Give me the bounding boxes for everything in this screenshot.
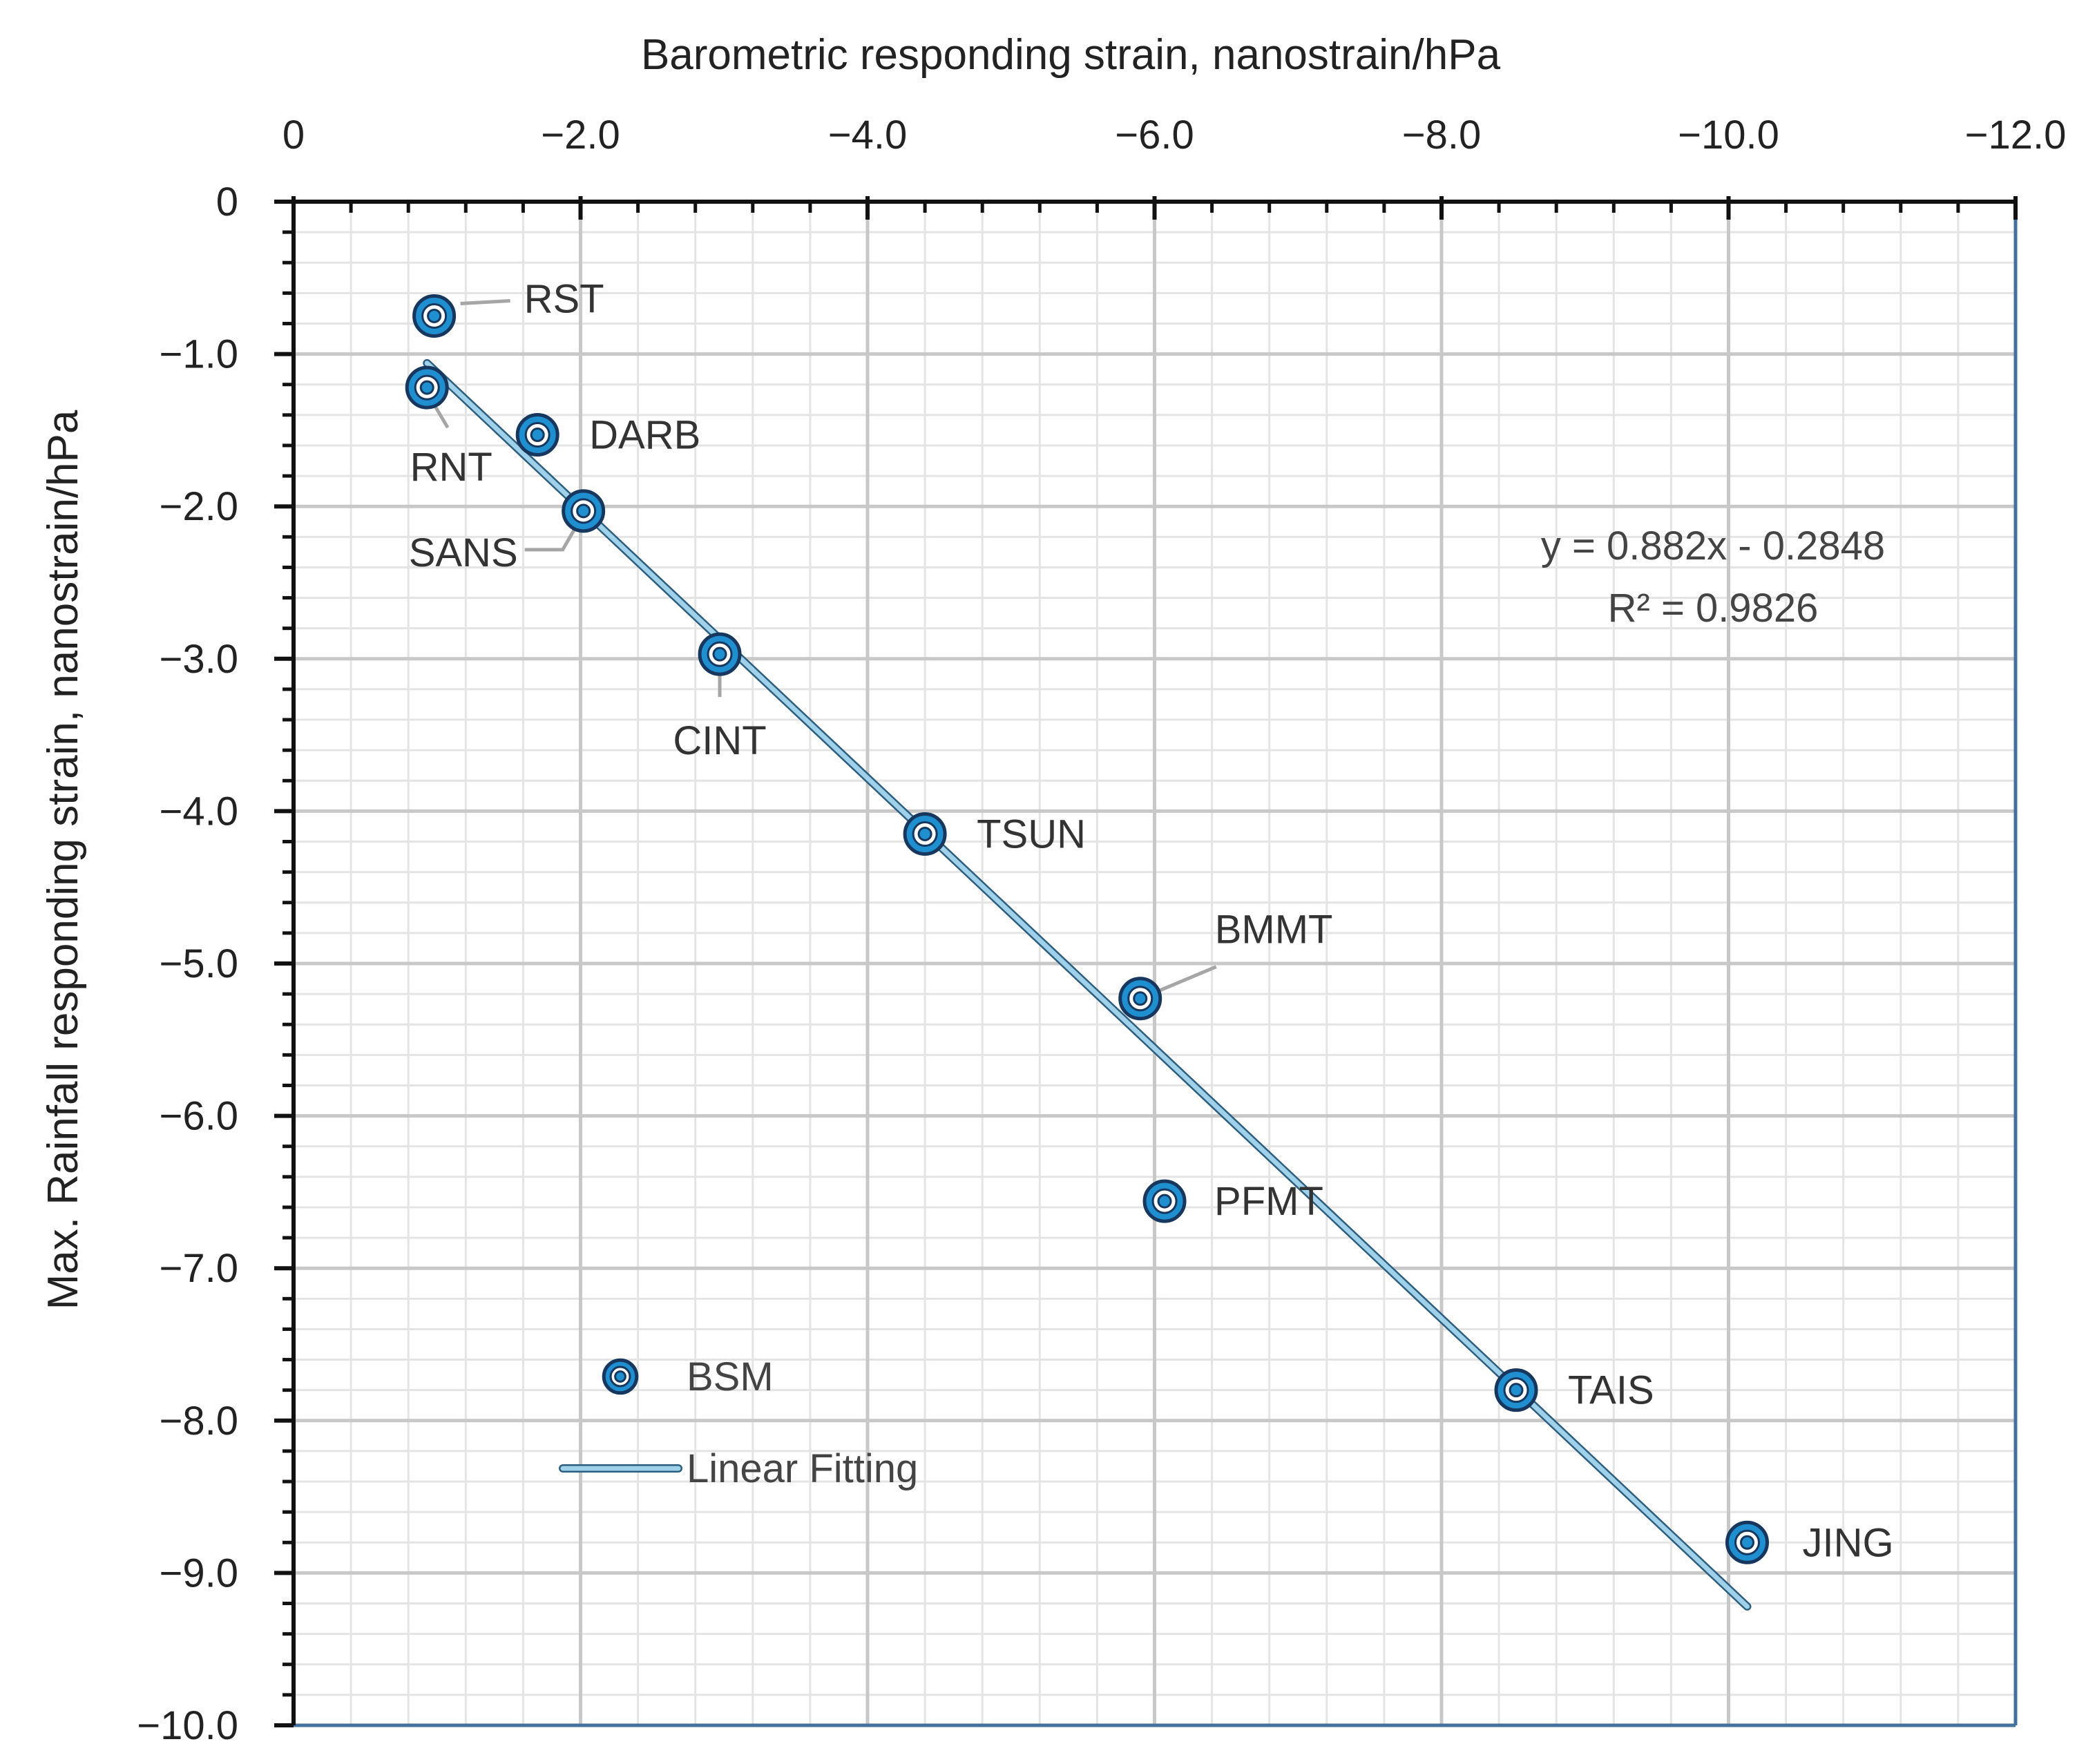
x-axis-tick-label: −2.0 [541,113,620,157]
data-point-darb [515,413,559,457]
x-axis-tick-label: −8.0 [1402,113,1482,157]
leader-lines [428,298,1217,998]
data-point-bmmt-center [1133,991,1148,1006]
point-label-tais: TAIS [1568,1368,1654,1413]
y-axis-title: Max. Rainfall responding strain, nanostr… [39,410,87,1310]
data-point-tsun-center [917,826,932,841]
data-point-jing-center [1740,1535,1755,1550]
point-label-rst: RST [524,276,604,321]
y-axis-tick-label: 0 [216,180,238,224]
y-axis-tick-label: −6.0 [160,1094,239,1139]
y-axis-tick-label: −1.0 [160,332,239,377]
y-axis-tick-label: −2.0 [160,484,239,529]
y-axis-tick-label: −10.0 [137,1703,238,1748]
legend: BSM Linear Fitting [559,1354,918,1491]
x-axis-tick-label: −12.0 [1965,113,2067,157]
data-point-sans [562,489,606,533]
x-axis-tick-label: −10.0 [1678,113,1779,157]
data-point-tsun [903,812,947,856]
data-point-tais [1494,1368,1538,1412]
data-point-cint [698,632,742,676]
plot-frame [294,202,2018,1727]
data-point-pfmt-center [1157,1193,1172,1209]
y-axis-tick-label: −5.0 [160,941,239,986]
point-label-jing: JING [1803,1520,1894,1565]
y-axis-tick-label: −4.0 [160,789,239,834]
data-point-rst [412,294,457,338]
x-axis-tick-label: −6.0 [1115,113,1194,157]
point-label-sans: SANS [409,530,518,575]
x-axis-tick-label: −4.0 [828,113,908,157]
legend-label-linear-fitting: Linear Fitting [687,1446,918,1491]
legend-marker [602,1358,639,1395]
data-point-rst-center [427,308,442,323]
legend-marker-center [614,1370,626,1383]
y-axis-tick-label: −8.0 [160,1399,239,1444]
point-label-pfmt: PFMT [1214,1179,1323,1224]
data-point-bmmt [1118,977,1162,1021]
data-point-sans-center [576,504,591,519]
regression-annotation: y = 0.882x - 0.2848 R² = 0.9826 [1541,524,1885,631]
grid [294,202,2016,1725]
legend-label-bsm: BSM [687,1354,774,1399]
y-axis-tick-label: −3.0 [160,637,239,682]
point-label-bmmt: BMMT [1215,908,1333,952]
data-point-tais-center [1509,1383,1524,1398]
point-label-tsun: TSUN [977,812,1086,856]
point-labels: RST RNT DARB SANS CINT TSUN BMMT PFMT TAIS JING [409,276,1894,1565]
data-point-rnt [405,365,449,410]
regression-equation: y = 0.882x - 0.2848 [1541,524,1885,568]
point-label-cint: CINT [673,718,766,763]
leader-line-rst [460,298,510,305]
axes: 0 −2.0 −4.0 −6.0 −8.0 −10.0 −12.0 0 −1.0 −2.0 −3.0… [137,113,2066,1748]
legend-marker-bsm [602,1358,639,1395]
point-label-darb: DARB [589,413,700,458]
data-point-darb-center [530,428,545,443]
x-axis-title: Barometric responding strain, nanostrain… [641,31,1501,79]
x-axis-tick-label: 0 [283,113,305,157]
data-point-jing [1725,1520,1770,1564]
data-points [405,294,1770,1564]
data-point-cint-center [712,646,727,662]
y-axis-tick-label: −9.0 [160,1551,239,1595]
y-axis-tick-label: −7.0 [160,1246,239,1291]
data-point-pfmt [1142,1179,1187,1223]
point-label-rnt: RNT [410,445,492,490]
r-squared-value: R² = 0.9826 [1608,586,1819,631]
leader-line-sans [524,522,580,552]
data-point-rnt-center [419,380,434,395]
